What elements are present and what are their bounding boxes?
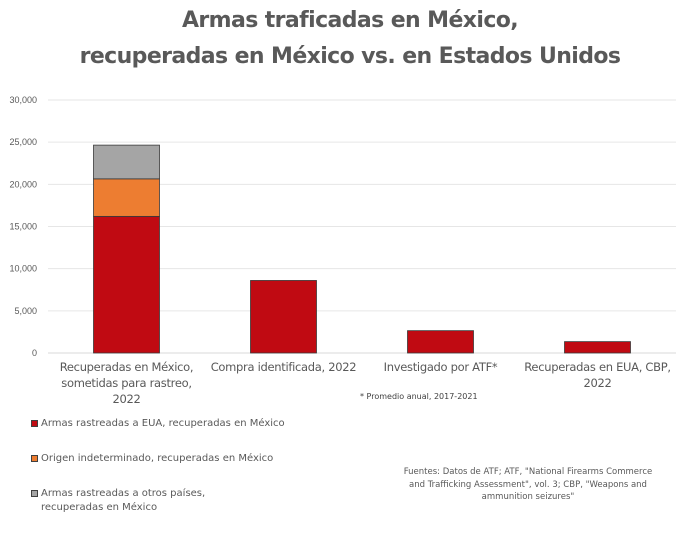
bars [93,144,631,354]
x-category-label-line: Recuperadas en EUA, CBP, [524,360,671,374]
sources-line: ammunition seizures" [481,492,575,502]
y-tick-label: 0 [32,348,37,358]
legend-swatch-gray [31,490,38,497]
legend-label: Armas rastreadas a otros países, recuper… [41,488,206,513]
chart-title-line-1: Armas traficadas en México, [181,8,519,33]
bar-segment-undetermined [93,178,160,217]
y-tick-label: 25,000 [9,137,37,147]
footnote: * Promedio anual, 2017-2021 [360,392,478,401]
bar-segment-traced-usa [250,280,317,354]
legend-label: Armas rastreadas a EUA, recuperadas en M… [41,418,285,429]
sources-line: Fuentes: Datos de ATF; ATF, "National Fi… [403,467,653,477]
x-category-label-line: Compra identificada, 2022 [210,360,357,374]
bar-segment-traced-usa [407,330,474,354]
y-tick-label: 10,000 [9,264,37,274]
sources-line: and Trafficking Assessment", vol. 3; CBP… [409,479,647,490]
x-category-label: Recuperadas en México, sometidas para ras… [48,359,205,407]
y-tick-label: 15,000 [9,222,37,232]
x-category-label: Investigado por ATF* [362,359,519,375]
x-category-label: Recuperadas en EUA, CBP, 2022 [519,359,676,391]
sources-note: Fuentes: Datos de ATF; ATF, "National Fi… [388,466,668,504]
y-tick-label: 5,000 [14,306,37,316]
y-tick-label: 30,000 [9,95,37,105]
x-category-label-line: sometidas para rastreo, 2022 [61,376,192,406]
legend-swatch-red [31,420,38,427]
x-category-label-line: Investigado por ATF* [383,360,498,374]
x-category-label: Compra identificada, 2022 [205,359,362,375]
legend-label: Origen indeterminado, recuperadas en Méx… [41,453,274,464]
bar-segment-traced-usa [93,215,160,354]
y-axis-ticks: 0 5,000 10,000 15,000 20,000 25,000 30,000 [9,95,37,358]
y-tick-label: 20,000 [9,179,37,189]
legend-swatch-orange [31,455,38,462]
x-category-label-line: Recuperadas en México, [59,360,194,374]
bar-segment-traced-usa [564,341,631,354]
chart-title-line-2: recuperadas en México vs. en Estados Uni… [79,44,621,69]
x-category-label-line: 2022 [583,376,612,390]
bar-segment-other-countries [93,144,160,180]
